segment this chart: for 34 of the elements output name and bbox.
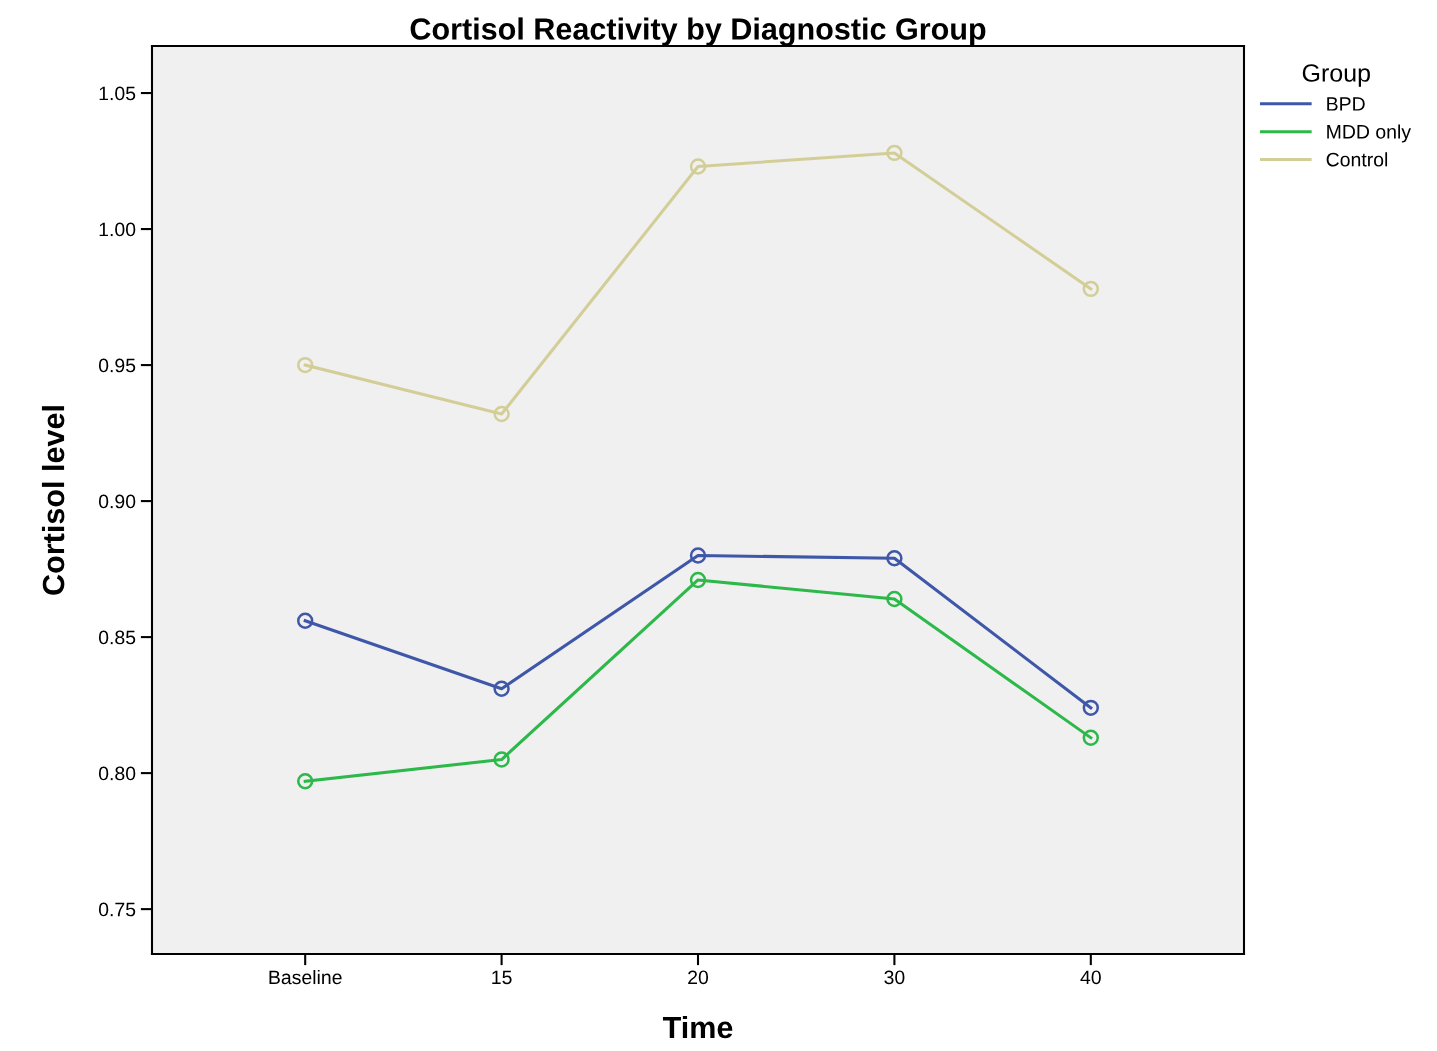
chart-title: Cortisol Reactivity by Diagnostic Group	[410, 17, 986, 46]
y-tick-label: 0.80	[98, 766, 136, 781]
point	[493, 751, 510, 768]
x-tick-label: 20	[688, 970, 709, 985]
x-tick-label: Baseline	[269, 969, 342, 985]
y-tick-label: 0.85	[98, 630, 136, 645]
x-tick-label: 30	[884, 970, 905, 985]
x-axis-title: Time	[662, 1015, 733, 1039]
point	[689, 571, 707, 589]
point	[297, 612, 314, 629]
point	[1082, 729, 1099, 746]
legend-label: Control	[1326, 152, 1388, 167]
legend-label: BPD	[1327, 97, 1365, 111]
legend-title: Group	[1302, 64, 1370, 87]
point	[297, 356, 314, 374]
point	[886, 590, 903, 608]
point	[493, 405, 510, 423]
point	[689, 547, 707, 564]
y-tick-label: 0.90	[98, 494, 136, 509]
point	[1082, 280, 1099, 298]
point	[886, 144, 903, 162]
x-tick-label: 15	[492, 970, 512, 985]
legend-label: MDD only	[1327, 124, 1411, 143]
y-tick-label: 1.05	[99, 86, 136, 101]
point	[297, 773, 314, 790]
point	[886, 550, 903, 567]
y-tick-label: 1.00	[99, 222, 136, 237]
point	[493, 680, 510, 697]
point	[689, 158, 707, 175]
x-tick-label: 40	[1080, 970, 1101, 985]
y-tick-label: 0.75	[98, 902, 136, 917]
y-tick-label: 0.95	[98, 358, 136, 373]
point	[1082, 699, 1099, 717]
y-axis-title: Cortisol level	[41, 406, 65, 595]
